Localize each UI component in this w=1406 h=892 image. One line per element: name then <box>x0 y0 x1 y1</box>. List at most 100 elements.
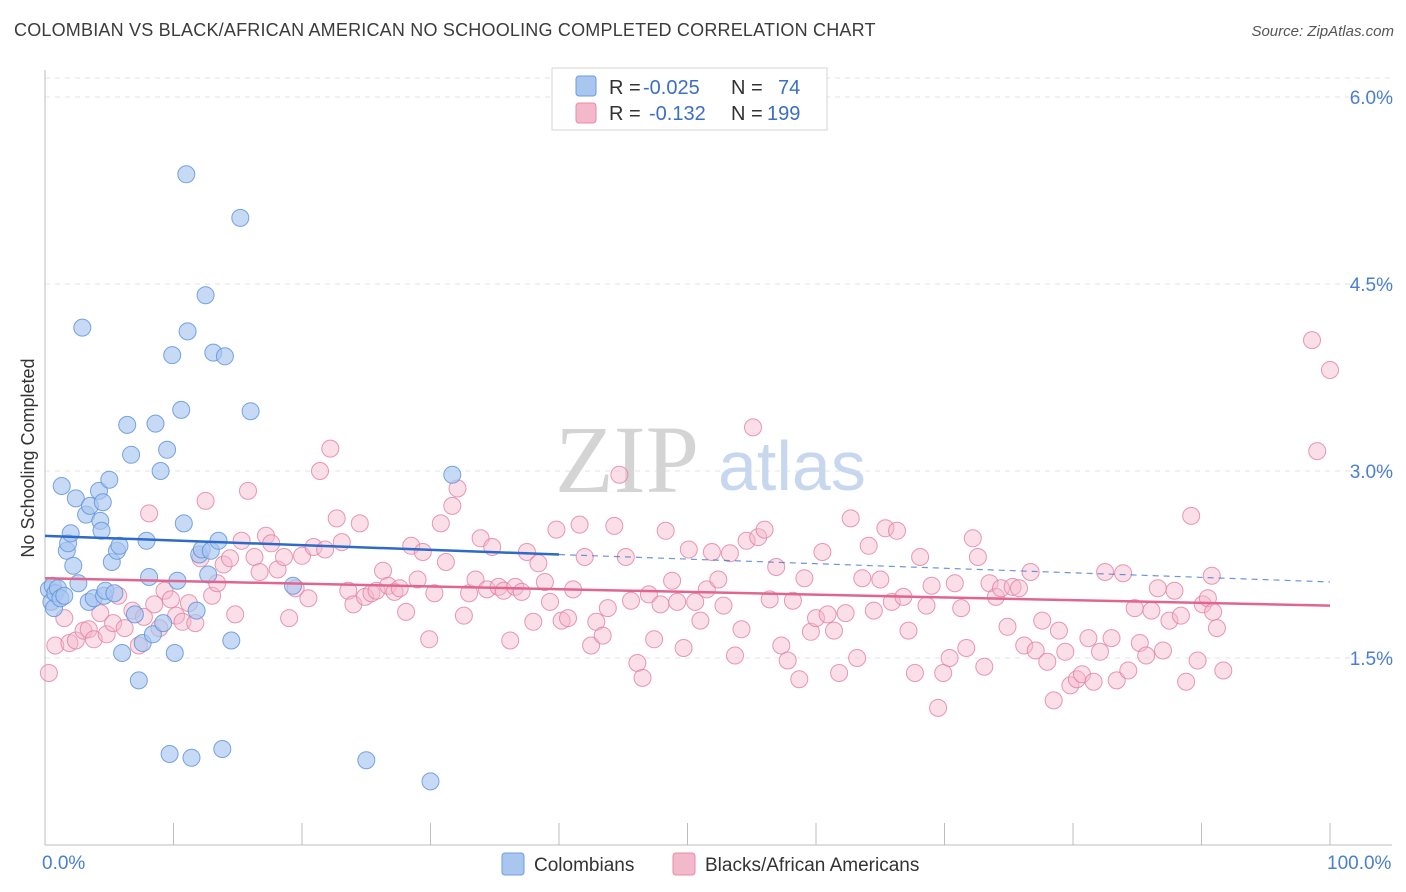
legend-frame <box>551 67 828 131</box>
black-african-american-point <box>436 553 455 571</box>
black-african-american-point <box>610 465 629 484</box>
black-african-american-point <box>992 579 1010 598</box>
black-african-american-point <box>645 630 664 649</box>
black-african-american-point <box>245 548 264 566</box>
black-african-american-point <box>945 574 964 593</box>
colombians-point <box>421 772 440 791</box>
y-axis-label: No Schooling Completed <box>18 358 38 557</box>
black-african-american-point <box>876 519 895 538</box>
black-african-american-point <box>737 531 756 550</box>
legend-r-label-1: R = <box>609 77 641 99</box>
black-african-american-point <box>598 599 617 618</box>
black-african-american-point <box>1137 646 1156 665</box>
black-african-american-point <box>975 657 994 676</box>
black-african-american-point <box>1056 642 1075 661</box>
colombians-trend-line <box>44 534 560 556</box>
colombians-point <box>118 415 137 434</box>
black-african-american-point <box>760 590 779 609</box>
black-african-american-point <box>674 639 693 657</box>
legend-n-label-2: N = <box>731 103 763 125</box>
colombians-point <box>140 568 159 586</box>
colombians-point <box>146 414 165 433</box>
legend-n-value-1: 74 <box>778 77 800 99</box>
black-african-american-point <box>1321 361 1339 379</box>
legend-r-value-1: -0.025 <box>643 77 700 99</box>
black-african-american-point <box>408 570 427 589</box>
black-african-american-point <box>397 602 416 621</box>
black-african-american-point <box>390 579 409 598</box>
black-african-american-point <box>732 620 751 639</box>
black-african-american-point <box>239 481 257 500</box>
black-african-american-point <box>633 668 652 687</box>
bottom-legend: Colombians Blacks/African Americans <box>501 852 919 876</box>
colombians-point <box>93 493 112 512</box>
colombians-point <box>231 208 250 227</box>
black-african-american-point <box>339 581 358 600</box>
colombians-point <box>64 556 83 575</box>
black-african-american-point <box>709 570 728 589</box>
black-african-american-point <box>316 540 335 559</box>
black-african-american-point <box>825 621 843 640</box>
black-african-american-point <box>848 649 867 667</box>
black-african-american-point <box>871 570 890 589</box>
black-african-american-point <box>917 596 936 615</box>
legend-swatch-black <box>575 102 597 124</box>
black-african-american-point <box>66 631 85 650</box>
black-african-american-point <box>299 589 318 608</box>
black-african-american-point <box>1084 672 1103 691</box>
colombians-point <box>443 465 462 484</box>
black-african-american-point <box>494 581 513 600</box>
colombians-point <box>199 565 218 584</box>
black-african-american-point <box>720 544 739 563</box>
black-african-american-point <box>836 604 855 623</box>
y-tick-label: 3.0% <box>1350 462 1393 483</box>
black-african-american-point <box>864 601 883 620</box>
black-african-american-point <box>790 670 809 689</box>
legend-swatch-colombians <box>575 75 597 97</box>
chart-source: Source: ZipAtlas.com <box>1251 23 1394 40</box>
black-african-american-point <box>1091 642 1109 661</box>
black-african-american-point <box>104 614 123 633</box>
black-african-american-point <box>1107 671 1126 690</box>
black-african-american-point <box>97 625 116 644</box>
colombians-trend-extension <box>558 553 1331 583</box>
watermark-atlas: atlas <box>718 427 866 505</box>
black-african-american-point <box>986 587 1005 606</box>
black-african-american-point <box>1114 564 1133 583</box>
colombians-point <box>196 286 215 305</box>
black-african-american-point <box>196 491 215 510</box>
x-tick-marks <box>44 823 1331 845</box>
colombians-point <box>143 625 162 644</box>
black-african-american-point <box>1303 331 1321 350</box>
black-african-american-point <box>140 504 159 523</box>
black-african-american-point <box>882 592 901 611</box>
black-african-american-point <box>911 548 930 566</box>
black-african-american-point <box>888 521 906 540</box>
colombians-point <box>100 470 119 489</box>
black-african-american-point <box>79 620 98 639</box>
black-african-american-point <box>443 496 462 515</box>
bottom-legend-label-black: Blacks/African Americans <box>705 855 919 876</box>
black-african-american-point <box>1033 611 1052 630</box>
black-african-american-point <box>541 592 559 611</box>
black-african-american-point <box>420 630 439 649</box>
black-african-american-point <box>173 612 192 631</box>
black-african-american-point <box>413 543 432 561</box>
black-african-american-point <box>570 515 589 534</box>
y-tick-labels: 1.5% 3.0% 4.5% 6.0% <box>1350 88 1393 670</box>
colombians-point <box>154 614 173 633</box>
legend-r-label-2: R = <box>609 103 641 125</box>
black-african-american-point <box>679 540 698 559</box>
colombians-point <box>69 574 88 593</box>
bottom-legend-label-colombians: Colombians <box>534 855 634 876</box>
black-african-american-point <box>940 649 959 667</box>
black-african-american-point <box>1207 619 1226 638</box>
colombians-point <box>125 605 144 624</box>
colombians-point <box>213 740 232 758</box>
black-african-american-point <box>622 591 640 610</box>
legend-box: R = -0.025 N = 74 R = -0.132 N = 199 <box>551 67 828 131</box>
black-african-american-point <box>783 591 802 610</box>
legend-r-value-2: -0.132 <box>649 103 706 125</box>
black-african-american-point <box>1026 641 1045 660</box>
x-tick-label-max: 100.0% <box>1327 853 1392 874</box>
